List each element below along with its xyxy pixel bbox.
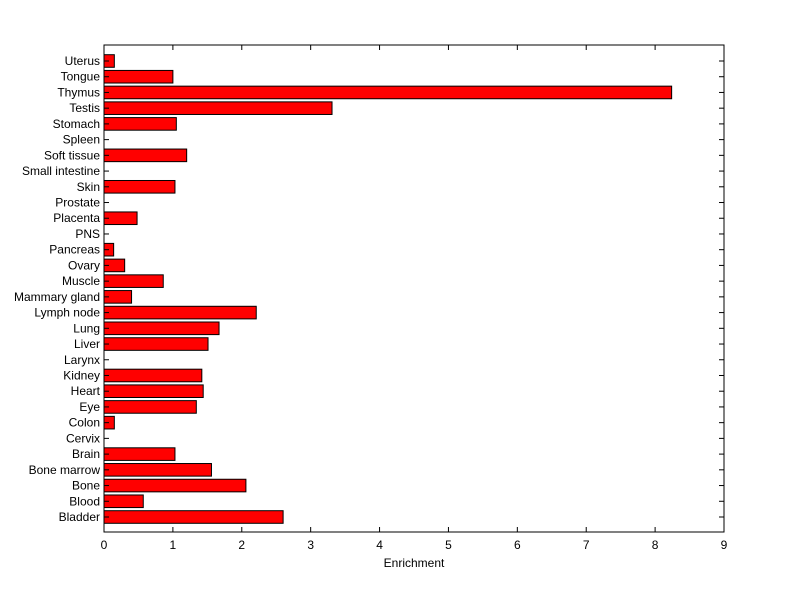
y-tick-label-liver: Liver	[74, 337, 100, 351]
y-tick-label-muscle: Muscle	[62, 274, 100, 288]
y-tick-label-brain: Brain	[72, 447, 100, 461]
x-tick-label-8: 8	[652, 538, 659, 552]
x-tick-label-4: 4	[376, 538, 383, 552]
y-tick-label-mammary-gland: Mammary gland	[14, 290, 100, 304]
y-tick-label-placenta: Placenta	[53, 211, 100, 225]
bar-bone	[103, 478, 247, 493]
y-tick-label-soft-tissue: Soft tissue	[44, 148, 100, 162]
y-tick-label-thymus: Thymus	[57, 85, 100, 99]
y-tick-label-lung: Lung	[73, 321, 100, 335]
x-tick-label-0: 0	[101, 538, 108, 552]
y-tick-label-skin: Skin	[77, 180, 100, 194]
bar-heart	[103, 384, 204, 399]
y-tick-label-blood: Blood	[69, 494, 100, 508]
bar-eye	[103, 400, 197, 414]
bar-bladder	[103, 510, 284, 524]
y-tick-label-bone: Bone	[72, 479, 100, 493]
bar-brain	[103, 447, 176, 461]
x-tick-label-1: 1	[170, 538, 177, 552]
x-tick-label-3: 3	[307, 538, 314, 552]
bar-soft-tissue	[103, 148, 188, 163]
bar-bone-marrow	[103, 463, 212, 477]
y-tick-label-uterus: Uterus	[65, 54, 100, 68]
y-tick-label-pns: PNS	[75, 227, 100, 241]
x-tick-label-2: 2	[238, 538, 245, 552]
bar-testis	[103, 101, 333, 115]
x-axis-ticks: 0 1 2 3 4 5 6 7 8 9	[101, 45, 728, 552]
y-tick-label-heart: Heart	[71, 384, 101, 398]
y-tick-label-prostate: Prostate	[55, 196, 100, 210]
y-tick-label-colon: Colon	[69, 416, 100, 430]
bar-thymus	[103, 85, 673, 100]
x-tick-label-6: 6	[514, 538, 521, 552]
y-tick-label-cervix: Cervix	[66, 431, 100, 445]
y-tick-label-testis: Testis	[69, 101, 100, 115]
y-tick-label-eye: Eye	[79, 400, 100, 414]
y-tick-label-stomach: Stomach	[53, 117, 100, 131]
y-tick-label-ovary: Ovary	[68, 258, 100, 272]
x-axis-label: Enrichment	[384, 556, 445, 570]
bar-skin	[103, 179, 176, 194]
bar-blood	[103, 494, 144, 509]
y-tick-label-lymph-node: Lymph node	[34, 306, 100, 320]
y-tick-label-spleen: Spleen	[63, 133, 100, 147]
bar-stomach	[103, 117, 177, 131]
y-tick-label-bladder: Bladder	[59, 510, 100, 524]
y-tick-label-kidney: Kidney	[63, 368, 100, 382]
plot-area	[104, 45, 724, 532]
y-tick-label-tongue: Tongue	[61, 70, 101, 84]
plot-frame	[103, 44, 725, 533]
bar-tongue	[103, 69, 174, 84]
x-tick-label-9: 9	[721, 538, 728, 552]
bar-lung	[103, 321, 220, 336]
bar-lymph-node	[103, 305, 257, 320]
x-tick-label-7: 7	[583, 538, 590, 552]
y-tick-label-pancreas: Pancreas	[49, 243, 100, 257]
y-tick-label-larynx: Larynx	[64, 353, 100, 367]
y-tick-label-small-intestine: Small intestine	[22, 164, 100, 178]
bar-muscle	[103, 274, 164, 288]
y-tick-label-bone-marrow: Bone marrow	[29, 463, 101, 477]
bar-liver	[103, 337, 209, 351]
x-tick-label-5: 5	[445, 538, 452, 552]
bar-kidney	[103, 368, 203, 383]
